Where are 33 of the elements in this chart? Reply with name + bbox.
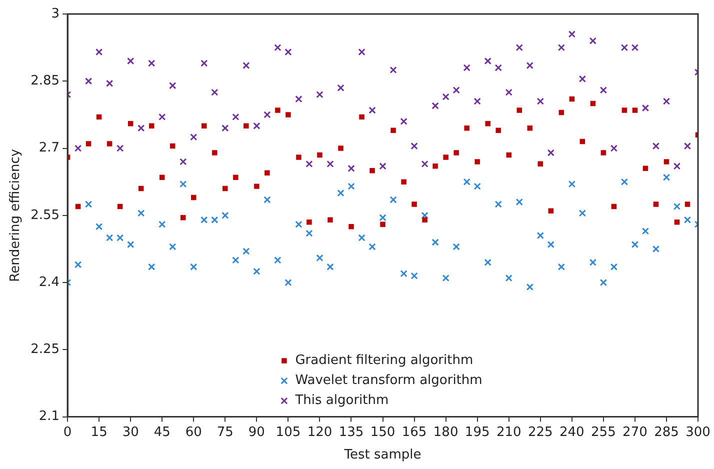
x-tick-label: 150 bbox=[370, 424, 396, 440]
x-tick-label: 60 bbox=[185, 424, 202, 440]
x-tick-label: 240 bbox=[559, 424, 584, 440]
x-tick-label: 75 bbox=[216, 424, 234, 440]
x-tick-label: 45 bbox=[154, 424, 170, 440]
x-tick-label: 255 bbox=[591, 424, 616, 440]
x-tick-label: 90 bbox=[248, 424, 265, 440]
x-tick-label: 135 bbox=[338, 424, 364, 440]
x-tick-label: 285 bbox=[654, 424, 679, 440]
y-axis-title: Rendering efficiency bbox=[8, 148, 24, 282]
x-tick-label: 30 bbox=[122, 424, 139, 440]
y-tick-label: 2.7 bbox=[38, 140, 60, 156]
x-tick-label: 15 bbox=[90, 424, 108, 440]
x-tick-label: 210 bbox=[496, 424, 522, 440]
x-tick-label: 225 bbox=[528, 424, 553, 440]
x-tick-label: 0 bbox=[63, 424, 72, 440]
x-tick-label: 165 bbox=[402, 424, 427, 440]
x-tick-label: 270 bbox=[622, 424, 648, 440]
x-axis-title: Test sample bbox=[343, 448, 422, 463]
y-tick-label: 2.1 bbox=[38, 409, 60, 424]
legend-label: Wavelet transform algorithm bbox=[295, 373, 482, 388]
y-tick-label: 3 bbox=[51, 6, 60, 22]
x-tick-label: 105 bbox=[276, 424, 301, 440]
x-tick-label: 300 bbox=[686, 424, 710, 440]
legend-label: This algorithm bbox=[294, 393, 389, 408]
y-tick-label: 2.55 bbox=[30, 208, 60, 223]
y-tick-label: 2.85 bbox=[30, 74, 60, 89]
x-tick-label: 180 bbox=[433, 424, 458, 440]
y-tick-label: 2.25 bbox=[30, 342, 60, 358]
x-tick-label: 120 bbox=[307, 424, 332, 440]
legend-label: Gradient filtering algorithm bbox=[295, 353, 474, 368]
y-tick-label: 2.4 bbox=[38, 274, 60, 290]
x-tick-label: 195 bbox=[464, 424, 490, 440]
